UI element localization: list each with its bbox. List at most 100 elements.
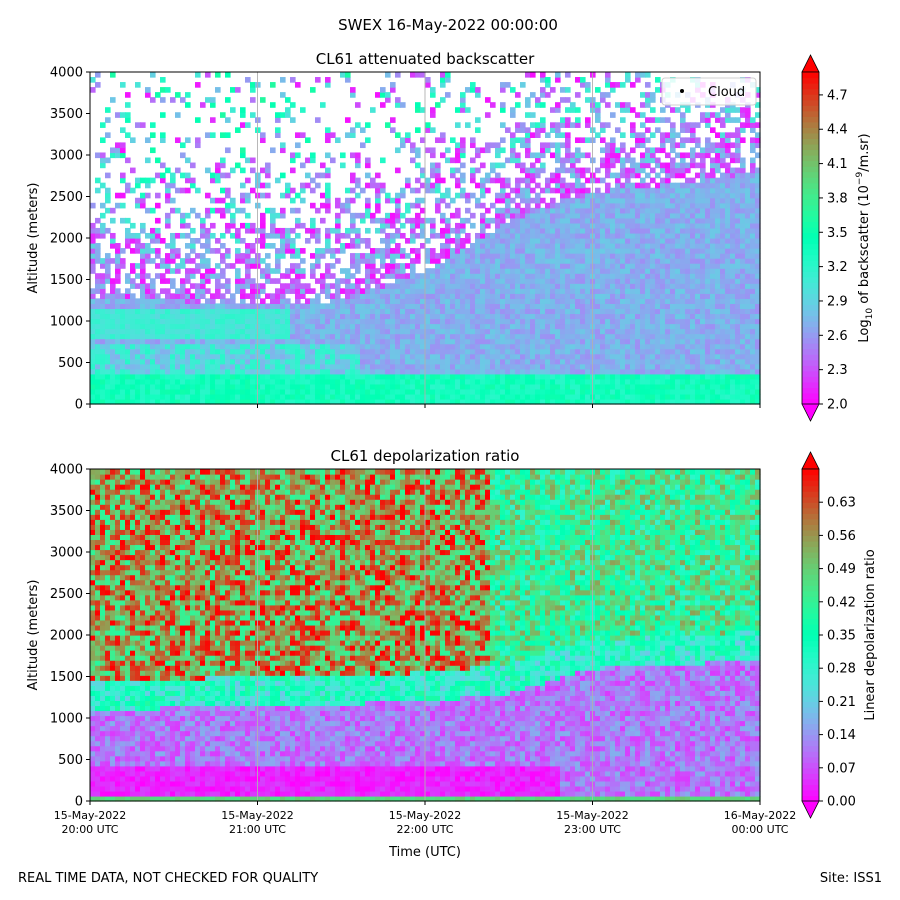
heatmap-cell: [565, 303, 571, 310]
heatmap-cell: [215, 358, 221, 365]
heatmap-cell: [290, 313, 296, 320]
heatmap-cell: [495, 207, 501, 214]
heatmap-cell: [560, 338, 566, 345]
heatmap-cell: [110, 97, 116, 103]
heatmap-cell: [565, 217, 571, 224]
heatmap-cell: [415, 398, 421, 405]
heatmap-cell: [455, 393, 461, 400]
heatmap-cell: [230, 378, 236, 385]
heatmap-cell: [90, 227, 96, 234]
heatmap-cell: [635, 358, 641, 365]
heatmap-cell: [525, 373, 531, 380]
heatmap-cell: [395, 278, 401, 284]
heatmap-cell: [175, 323, 181, 330]
heatmap-cell: [170, 298, 176, 304]
heatmap-cell: [525, 293, 531, 299]
heatmap-cell: [225, 202, 231, 209]
heatmap-cell: [400, 353, 406, 360]
heatmap-cell: [265, 293, 271, 299]
heatmap-cell: [260, 303, 266, 310]
heatmap-cell: [305, 172, 311, 179]
heatmap-cell: [200, 383, 206, 390]
heatmap-cell: [560, 273, 566, 279]
heatmap-cell: [525, 248, 531, 254]
heatmap-cell: [180, 142, 186, 149]
heatmap-cell: [540, 288, 546, 294]
heatmap-cell: [170, 182, 176, 189]
heatmap-cell: [295, 363, 301, 370]
heatmap-cell: [200, 227, 206, 234]
heatmap-cell: [195, 268, 201, 274]
heatmap-cell: [580, 343, 586, 350]
heatmap-cell: [190, 313, 196, 320]
heatmap-cell: [435, 373, 441, 380]
heatmap-cell: [115, 263, 121, 269]
heatmap-cell: [455, 383, 461, 390]
heatmap-cell: [415, 363, 421, 370]
heatmap-cell: [115, 338, 121, 345]
heatmap-cell: [220, 258, 226, 264]
heatmap-cell: [125, 132, 131, 138]
heatmap-cell: [485, 283, 491, 289]
heatmap-cell: [340, 343, 346, 350]
heatmap-cell: [525, 393, 531, 400]
heatmap-cell: [285, 388, 291, 395]
heatmap-cell: [475, 373, 481, 380]
heatmap-cell: [435, 283, 441, 289]
heatmap-cell: [325, 197, 331, 204]
heatmap-cell: [505, 263, 511, 269]
heatmap-cell: [315, 258, 321, 264]
heatmap-cell: [635, 348, 641, 355]
heatmap-cell: [665, 137, 671, 144]
heatmap-cell: [305, 137, 311, 144]
heatmap-cell: [345, 202, 351, 209]
heatmap-cell: [605, 222, 611, 229]
heatmap-cell: [550, 212, 556, 219]
heatmap-cell: [270, 363, 276, 370]
heatmap-cell: [575, 368, 581, 375]
heatmap-cell: [410, 353, 416, 360]
heatmap-cell: [580, 353, 586, 360]
heatmap-cell: [215, 313, 221, 320]
heatmap-cell: [170, 303, 176, 310]
heatmap-cell: [640, 197, 646, 204]
heatmap-cell: [670, 238, 676, 244]
heatmap-cell: [170, 348, 176, 355]
heatmap-cell: [180, 298, 186, 304]
heatmap-cell: [640, 348, 646, 355]
heatmap-cell: [400, 268, 406, 274]
heatmap-cell: [210, 318, 216, 325]
heatmap-cell: [545, 278, 551, 284]
heatmap-cell: [260, 238, 266, 244]
heatmap-cell: [180, 338, 186, 345]
heatmap-cell: [380, 87, 386, 93]
heatmap-cell: [285, 348, 291, 355]
heatmap-cell: [230, 217, 236, 224]
heatmap-cell: [665, 192, 671, 199]
heatmap-cell: [130, 363, 136, 370]
heatmap-cell: [530, 293, 536, 299]
heatmap-cell: [315, 333, 321, 340]
heatmap-cell: [380, 293, 386, 299]
heatmap-cell: [645, 202, 651, 209]
heatmap-cell: [400, 187, 406, 194]
heatmap-cell: [285, 182, 291, 189]
heatmap-cell: [660, 283, 666, 289]
heatmap-cell: [300, 318, 306, 325]
heatmap-cell: [110, 283, 116, 289]
heatmap-cell: [530, 368, 536, 375]
heatmap-cell: [465, 107, 471, 113]
heatmap-cell: [630, 248, 636, 254]
heatmap-cell: [670, 303, 676, 310]
heatmap-cell: [600, 293, 606, 299]
heatmap-cell: [100, 353, 106, 360]
heatmap-cell: [640, 268, 646, 274]
heatmap-cell: [340, 207, 346, 214]
heatmap-cell: [625, 308, 631, 315]
heatmap-cell: [620, 102, 626, 108]
heatmap-cell: [500, 288, 506, 294]
heatmap-cell: [610, 87, 616, 93]
heatmap-cell: [490, 358, 496, 365]
heatmap-cell: [260, 378, 266, 385]
heatmap-cell: [505, 353, 511, 360]
